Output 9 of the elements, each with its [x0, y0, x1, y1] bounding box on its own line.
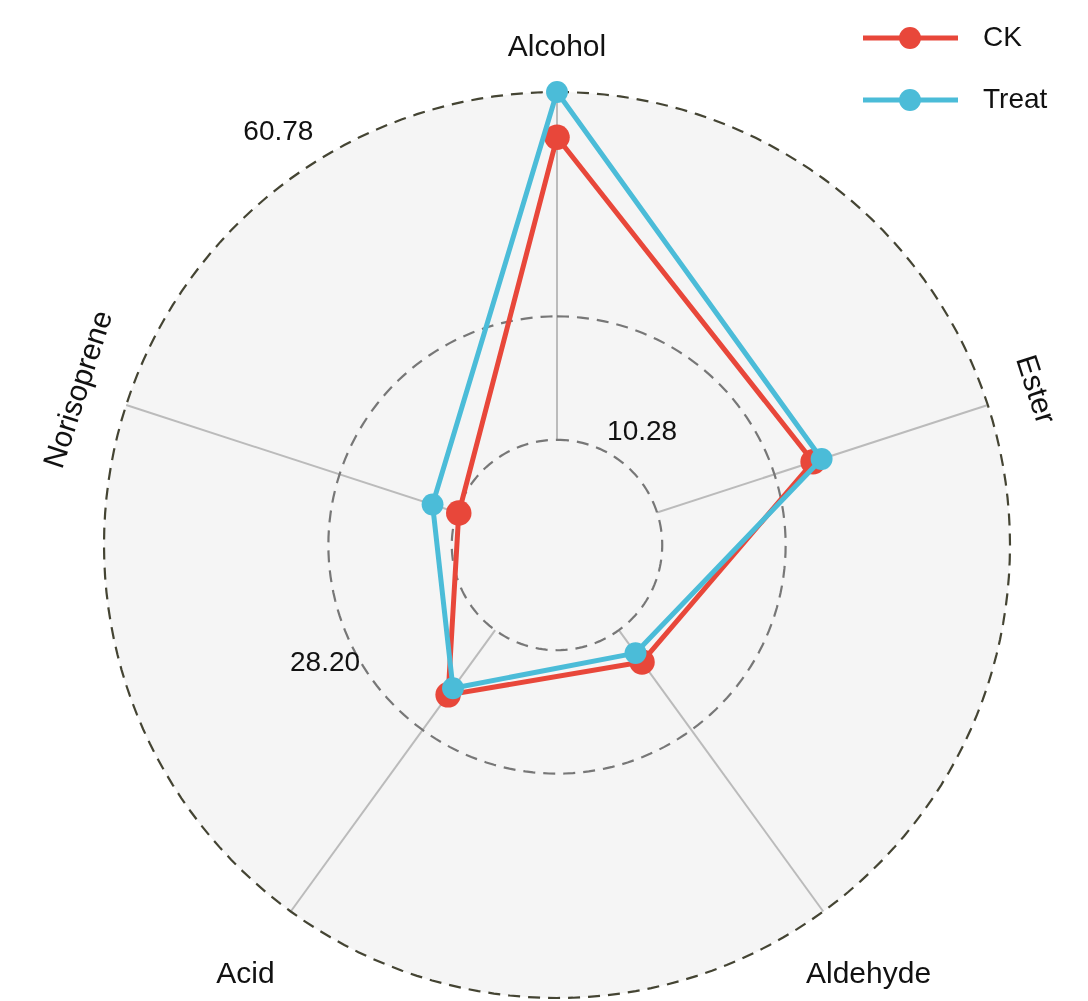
spoke-label: Ester: [1010, 350, 1064, 428]
spoke-label: Alcohol: [507, 28, 607, 62]
legend-label: CK: [983, 21, 1023, 52]
y-tick-label: 28.20: [289, 646, 361, 678]
legend-label: Treat: [983, 83, 1048, 114]
spoke-label: Acid: [216, 955, 275, 989]
spoke-label: Aldehyde: [805, 955, 932, 989]
y-tick-label: 10.28: [607, 415, 678, 447]
y-tick-label: 60.78: [243, 114, 314, 146]
